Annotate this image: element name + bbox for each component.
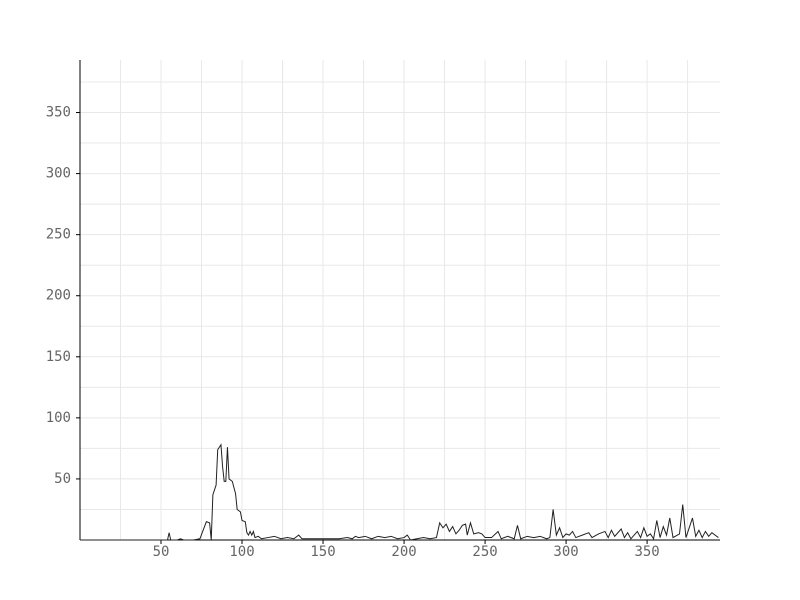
x-tick-label: 250 bbox=[472, 544, 497, 560]
y-tick-label: 200 bbox=[46, 288, 71, 304]
data-line bbox=[80, 443, 719, 541]
y-tick-label: 100 bbox=[46, 410, 71, 426]
y-tick-label: 350 bbox=[46, 105, 71, 121]
y-tick-label: 50 bbox=[54, 471, 71, 487]
y-tick-label: 300 bbox=[46, 166, 71, 182]
x-tick-label: 350 bbox=[634, 544, 659, 560]
x-tick-label: 150 bbox=[310, 544, 335, 560]
y-tick-label: 250 bbox=[46, 227, 71, 243]
x-tick-label: 50 bbox=[153, 544, 170, 560]
x-tick-label: 100 bbox=[229, 544, 254, 560]
x-tick-label: 300 bbox=[553, 544, 578, 560]
x-tick-label: 200 bbox=[391, 544, 416, 560]
y-tick-label: 150 bbox=[46, 349, 71, 365]
